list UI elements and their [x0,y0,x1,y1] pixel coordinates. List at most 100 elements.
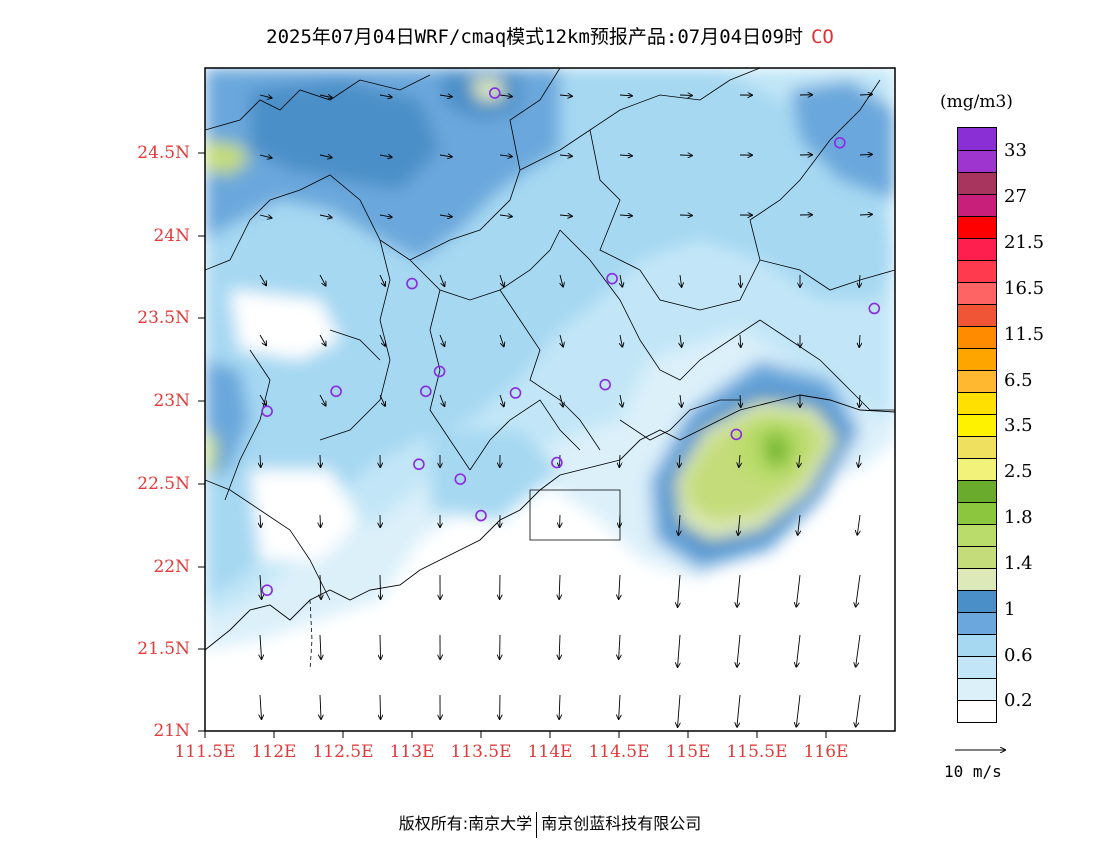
legend-label-21-5: 21.5 [1004,232,1045,253]
lon-label-114-5: 114.5E [588,742,650,762]
wind-arrow [320,694,321,719]
wind-arrow [320,454,321,467]
reference-vector-label: 10 m/s [944,762,1002,781]
legend-label-33: 33 [1004,140,1027,161]
wind-arrow [857,514,860,535]
legend-bin [958,502,996,524]
wind-arrow [259,334,266,345]
wind-arrow [737,574,741,607]
wind-arrow [439,274,444,286]
legend-bin [958,678,996,700]
wind-arrow [499,394,504,406]
station-marker [261,405,273,417]
legend-bin [958,326,996,348]
legend-bin [958,392,996,414]
legend-bin [958,150,996,172]
legend-bin [958,524,996,546]
admin-boundaries [205,68,895,601]
wind-arrow [380,634,381,659]
legend-label-1-4: 1.4 [1004,553,1033,574]
wind-arrow [559,694,560,719]
wind-arrow [559,95,572,96]
lon-label-113-5: 113.5E [450,742,512,762]
legend-label-0-6: 0.6 [1004,645,1033,666]
wind-arrow [619,694,620,719]
footer-separator [536,811,538,838]
legend-label-0-2: 0.2 [1004,690,1033,711]
lat-label-21: 21N [153,721,190,741]
wind-arrow [259,95,272,98]
wind-arrow [320,574,321,599]
axis-ticks [198,152,827,738]
wind-arrow [379,274,385,286]
legend-bin [958,194,996,216]
lon-label-112: 112E [251,742,297,762]
lon-label-114: 114E [527,742,573,762]
legend-label-1-8: 1.8 [1004,507,1033,528]
legend-bin [958,172,996,194]
wind-arrow [859,334,860,347]
title-text: 2025年07月04日WRF/cmaq模式12km预报产品:07月04日09时 [266,26,803,48]
wind-arrow [319,334,326,346]
legend-label-11-5: 11.5 [1004,324,1045,345]
legend-bin [958,568,996,590]
wind-arrow [380,574,381,599]
legend-bin [958,282,996,304]
legend-bin [958,634,996,656]
wind-arrow [619,514,620,527]
concentration-field [205,68,895,731]
map-title: 2025年07月04日WRF/cmaq模式12km预报产品:07月04日09时 C… [0,22,1100,49]
lat-label-22: 22N [153,557,190,577]
wind-arrow [320,514,321,527]
legend-bin [958,590,996,612]
wind-arrow [678,514,680,535]
wind-arrow [678,634,680,667]
wind-arrow [319,95,332,98]
station-marker [330,385,342,398]
wind-arrow [619,215,632,216]
wind-arrow [379,155,392,157]
wind-arrow [559,574,560,599]
wind-arrow [678,574,680,607]
legend-bin [958,480,996,502]
wind-arrow [260,574,262,599]
copyright-footer: 版权所有:南京大学 南京创蓝科技有限公司 [0,810,1100,838]
wind-arrow [439,215,452,217]
lon-label-112-5: 112.5E [312,742,374,762]
wind-arrow [858,454,860,467]
wind-arrow [856,694,861,727]
wind-arrow [559,155,572,156]
wind-arrow [737,634,741,667]
footer-right: 南京创蓝科技有限公司 [541,814,702,833]
station-marker [475,509,487,522]
wind-arrow [679,454,680,467]
wind-arrow [856,634,861,667]
wind-arrow [499,334,504,346]
wind-arrow [499,155,512,157]
wind-arrow [796,574,801,607]
wind-arrow [740,274,741,287]
wind-arrow [859,394,860,407]
pollutant-name: CO [810,26,834,48]
wind-arrow [380,694,381,719]
wind-arrow [559,634,560,659]
legend-bin [958,128,996,150]
color-legend [957,127,997,723]
wind-arrow [619,155,632,156]
wind-arrow [738,514,740,535]
wind-arrow [560,334,563,347]
wind-arrow [620,274,622,287]
wind-arrow [859,154,872,155]
station-marker [433,365,446,378]
wind-arrow [799,454,800,467]
wind-arrow [319,215,332,218]
legend-label-1: 1 [1004,599,1016,620]
legend-bin [958,348,996,370]
wind-arrow [620,394,622,407]
lon-label-116: 116E [803,742,849,762]
lat-label-23: 23N [153,391,190,411]
legend-bin [958,656,996,678]
wind-arrow [678,694,680,727]
wind-arrow [739,454,740,467]
